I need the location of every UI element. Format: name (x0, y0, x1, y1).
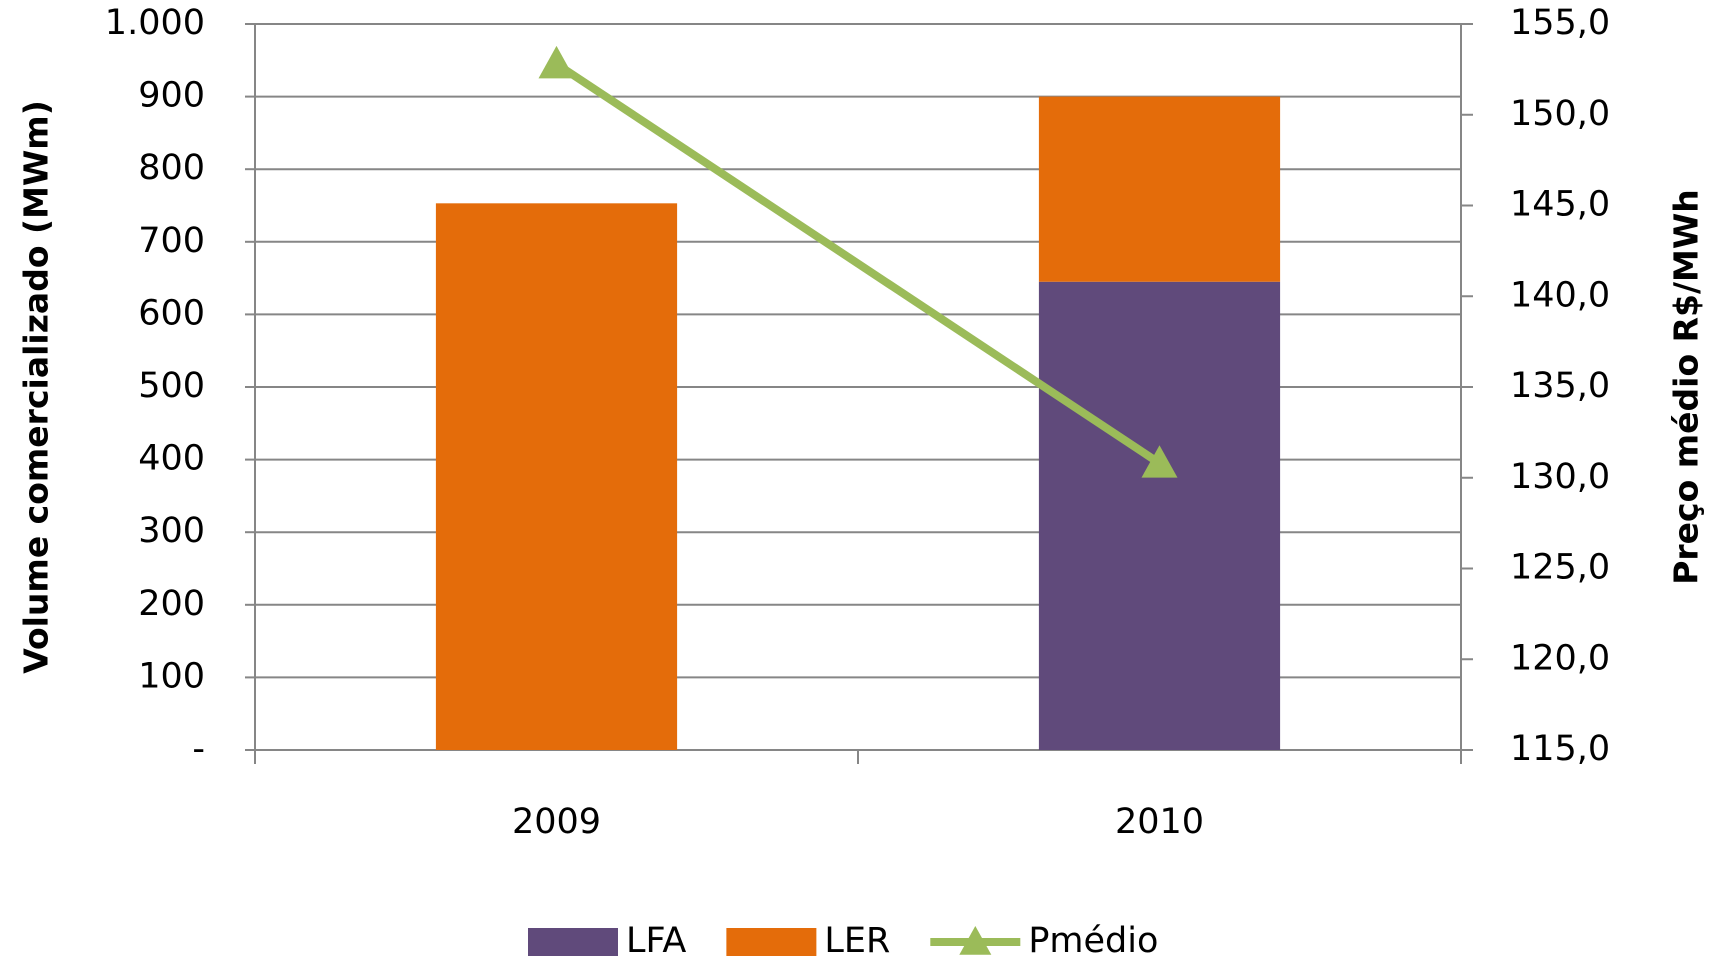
legend-label: LER (824, 921, 890, 961)
y-tick-label: 600 (138, 293, 205, 333)
y2-tick-label: 150,0 (1510, 94, 1610, 134)
y2-tick-label: 130,0 (1510, 457, 1610, 497)
y2-tick-label: 155,0 (1510, 3, 1610, 43)
bar (1038, 96, 1281, 282)
y2-tick-label: 115,0 (1510, 729, 1610, 769)
y-tick-label: 900 (138, 76, 205, 116)
marker (538, 45, 575, 79)
y-tick-label: 100 (138, 656, 205, 696)
legend-swatch (726, 928, 817, 956)
y-tick-label: 800 (138, 148, 205, 188)
y-tick-label: 300 (138, 511, 205, 551)
line (554, 60, 1162, 467)
marker (1141, 445, 1178, 478)
y2-tick-label: 135,0 (1510, 366, 1610, 406)
legend-marker (959, 926, 992, 955)
legend-label: LFA (626, 921, 686, 961)
y-tick-label: 400 (138, 439, 205, 479)
y2-tick-label: 120,0 (1510, 638, 1610, 678)
y-tick-label: 500 (138, 366, 205, 406)
y-axis-title: Volume comercializado (MWm) (17, 100, 56, 674)
bar (435, 203, 678, 750)
y2-axis-title: Preço médio R$/MWh (1667, 189, 1706, 585)
y-tick-label: 1.000 (105, 3, 205, 43)
y-tick-label: 200 (138, 584, 205, 624)
legend-swatch (528, 928, 618, 956)
y2-tick-label: 145,0 (1510, 185, 1610, 225)
x-tick-label: 2010 (1115, 802, 1204, 842)
x-tick-label: 2009 (512, 802, 601, 842)
legend-label: Pmédio (1028, 921, 1158, 961)
y-tick-label: - (192, 729, 205, 769)
bar (1038, 281, 1281, 750)
y2-tick-label: 140,0 (1510, 275, 1610, 315)
y2-tick-label: 125,0 (1510, 548, 1610, 588)
y-tick-label: 700 (138, 221, 205, 261)
